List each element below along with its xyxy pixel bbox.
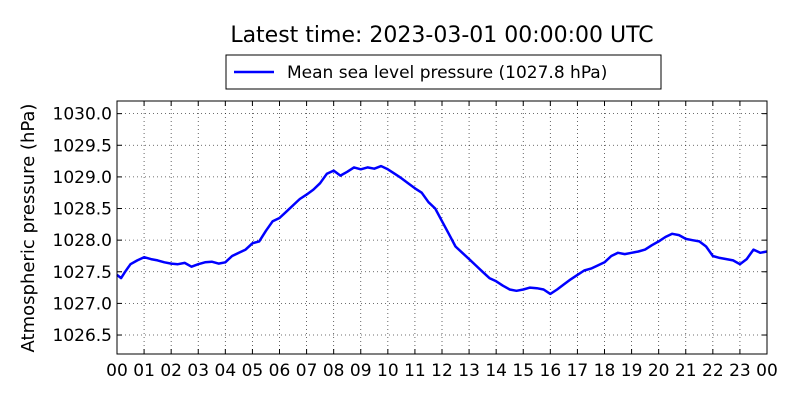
y-tick-label: 1030.0 — [53, 105, 112, 125]
x-tick-label: 00 — [106, 361, 128, 381]
x-tick-label: 17 — [567, 361, 589, 381]
x-tick-label: 09 — [350, 361, 372, 381]
y-tick-label: 1027.0 — [53, 294, 112, 314]
x-tick-label: 00 — [756, 361, 778, 381]
x-tick-label: 22 — [702, 361, 724, 381]
x-tick-label: 23 — [729, 361, 751, 381]
grid — [117, 101, 767, 354]
x-tick-label: 18 — [594, 361, 616, 381]
x-tick-label: 11 — [404, 361, 426, 381]
x-tick-label: 12 — [431, 361, 453, 381]
x-tick-label: 15 — [512, 361, 534, 381]
tick-labels: 00 01 02 03 04 05 06 07 08 09 10 11 12 13 14 15 16 17 18 19… — [53, 105, 778, 381]
y-tick-label: 1028.5 — [53, 200, 112, 220]
x-tick-label: 02 — [160, 361, 182, 381]
x-tick-label: 10 — [377, 361, 399, 381]
ticks — [116, 101, 768, 354]
legend-label: Mean sea level pressure (1027.8 hPa) — [287, 63, 607, 83]
x-tick-label: 07 — [296, 361, 318, 381]
series-line-mslp — [116, 164, 768, 296]
y-tick-label: 1029.0 — [53, 168, 112, 188]
y-axis-label: Atmospheric pressure (hPa) — [18, 104, 39, 353]
y-tick-label: 1026.5 — [53, 326, 112, 346]
x-tick-label: 06 — [269, 361, 291, 381]
plot-frame — [116, 100, 768, 355]
x-tick-label: 16 — [540, 361, 562, 381]
legend: Mean sea level pressure (1027.8 hPa) — [225, 54, 662, 90]
x-tick-label: 01 — [133, 361, 155, 381]
x-tick-label: 08 — [323, 361, 345, 381]
legend-box — [225, 54, 662, 90]
x-tick-label: 05 — [242, 361, 264, 381]
x-tick-label: 03 — [187, 361, 209, 381]
x-tick-label: 20 — [648, 361, 670, 381]
x-tick-label: 13 — [458, 361, 480, 381]
x-tick-label: 14 — [485, 361, 507, 381]
y-tick-label: 1028.0 — [53, 231, 112, 251]
y-tick-label: 1029.5 — [53, 136, 112, 156]
x-tick-label: 21 — [675, 361, 697, 381]
x-tick-label: 19 — [621, 361, 643, 381]
x-tick-label: 04 — [215, 361, 237, 381]
chart-title: Latest time: 2023-03-01 00:00:00 UTC — [230, 23, 653, 48]
y-tick-label: 1027.5 — [53, 263, 112, 283]
